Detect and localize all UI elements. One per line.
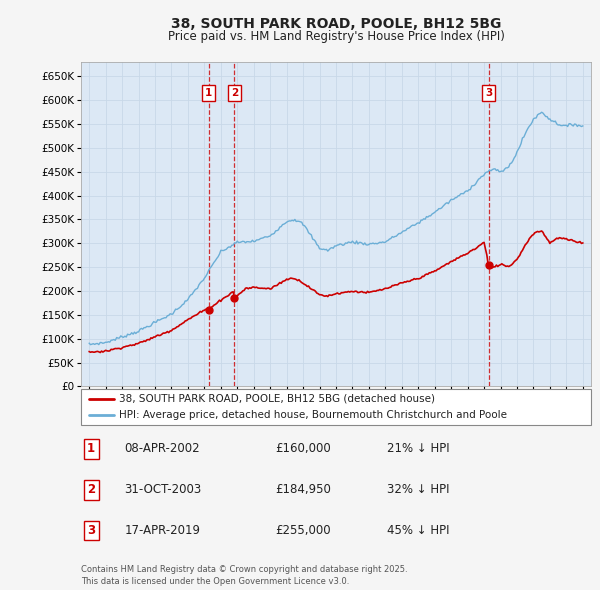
Text: £184,950: £184,950 — [275, 483, 331, 496]
Text: Price paid vs. HM Land Registry's House Price Index (HPI): Price paid vs. HM Land Registry's House … — [167, 30, 505, 43]
Text: HPI: Average price, detached house, Bournemouth Christchurch and Poole: HPI: Average price, detached house, Bour… — [119, 410, 507, 420]
Text: 2: 2 — [231, 88, 238, 98]
Text: 38, SOUTH PARK ROAD, POOLE, BH12 5BG: 38, SOUTH PARK ROAD, POOLE, BH12 5BG — [171, 17, 501, 31]
Text: 2: 2 — [87, 483, 95, 496]
Text: 21% ↓ HPI: 21% ↓ HPI — [387, 442, 449, 455]
Text: 31-OCT-2003: 31-OCT-2003 — [124, 483, 202, 496]
Text: 38, SOUTH PARK ROAD, POOLE, BH12 5BG (detached house): 38, SOUTH PARK ROAD, POOLE, BH12 5BG (de… — [119, 394, 435, 404]
Text: 3: 3 — [485, 88, 493, 98]
Text: 32% ↓ HPI: 32% ↓ HPI — [387, 483, 449, 496]
Text: £160,000: £160,000 — [275, 442, 331, 455]
Text: 08-APR-2002: 08-APR-2002 — [124, 442, 200, 455]
Text: 17-APR-2019: 17-APR-2019 — [124, 524, 200, 537]
Text: 1: 1 — [205, 88, 212, 98]
Text: 45% ↓ HPI: 45% ↓ HPI — [387, 524, 449, 537]
Text: £255,000: £255,000 — [275, 524, 331, 537]
FancyBboxPatch shape — [81, 389, 591, 425]
Text: 3: 3 — [87, 524, 95, 537]
Text: Contains HM Land Registry data © Crown copyright and database right 2025.
This d: Contains HM Land Registry data © Crown c… — [81, 565, 407, 586]
Text: 1: 1 — [87, 442, 95, 455]
